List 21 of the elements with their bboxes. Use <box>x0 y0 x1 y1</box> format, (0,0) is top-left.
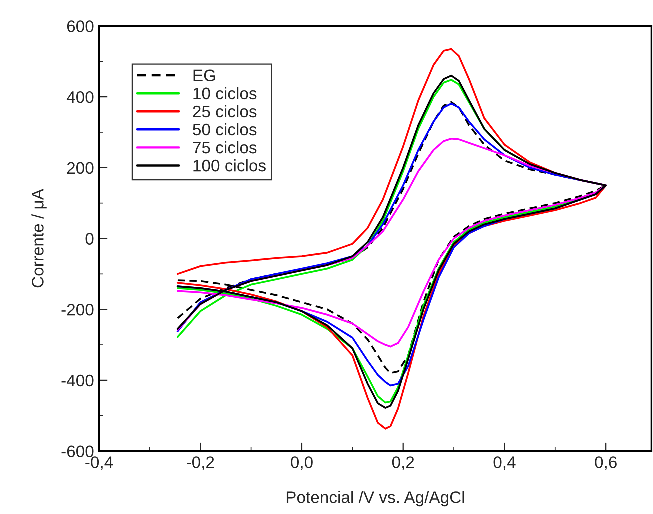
y-tick-label: -200 <box>62 304 94 316</box>
legend-label: EG <box>194 70 216 82</box>
y-tick-label: 200 <box>67 162 94 174</box>
y-axis-title: Corrente / μA <box>32 189 47 288</box>
y-tick-label: 0 <box>86 233 94 245</box>
x-tick-label: 0,0 <box>291 456 313 470</box>
x-tick-label: 0,6 <box>595 456 617 470</box>
legend-label: 10 ciclos <box>194 87 257 100</box>
legend-label: 75 ciclos <box>193 141 257 154</box>
x-tick-label: 0,4 <box>494 456 516 470</box>
x-tick-label: 0,2 <box>392 456 414 470</box>
y-tick-label: 400 <box>66 91 94 104</box>
x-axis-title: Potencial /V vs. Ag/AgCl <box>286 491 464 507</box>
legend-label: 25 ciclos <box>193 105 257 118</box>
x-tick-label: -0,2 <box>187 456 214 470</box>
x-tick-label: -0,4 <box>86 456 114 470</box>
y-tick-label: -600 <box>62 446 94 458</box>
legend-label: 50 ciclos <box>193 123 257 136</box>
y-tick-label: -400 <box>62 374 94 387</box>
y-tick-label: 600 <box>67 20 94 32</box>
legend-label: 100 ciclos <box>194 159 266 172</box>
